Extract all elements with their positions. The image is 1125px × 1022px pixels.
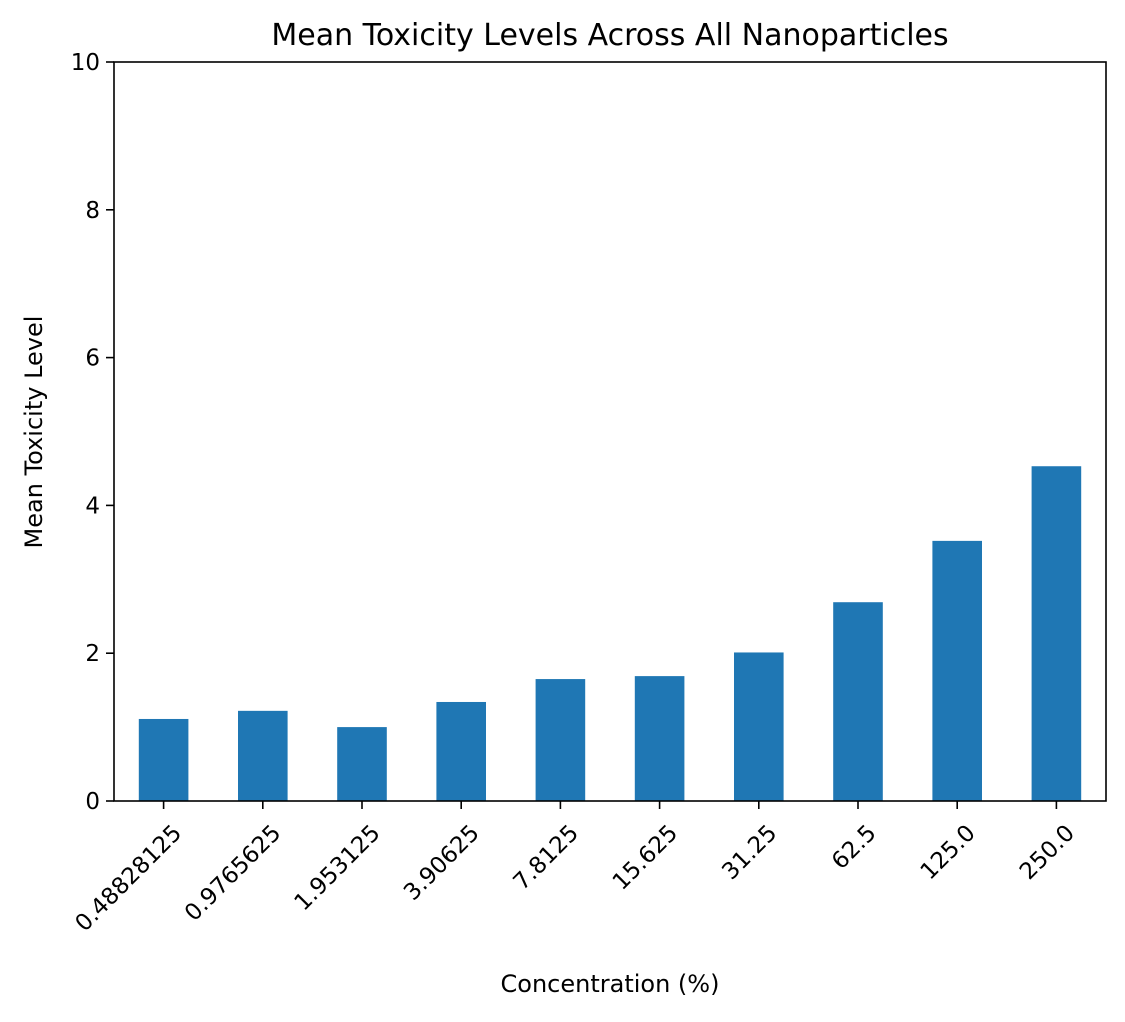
y-tick-label: 10 (71, 50, 100, 76)
bar (634, 676, 685, 801)
x-tick-label: 250.0 (1015, 820, 1080, 885)
x-tick-label: 125.0 (916, 820, 981, 885)
x-tick-label: 7.8125 (509, 820, 584, 895)
y-tick-label: 2 (85, 641, 100, 667)
plot-frame (113, 61, 1107, 802)
x-tick-label: 62.5 (827, 820, 882, 875)
y-tick-label: 8 (85, 198, 100, 224)
bar (238, 710, 288, 801)
chart-title: Mean Toxicity Levels Across All Nanopart… (271, 18, 948, 53)
bar (337, 727, 387, 801)
bar (138, 718, 189, 801)
y-axis-label: Mean Toxicity Level (20, 316, 48, 549)
x-tick-label: 31.25 (717, 820, 782, 885)
bar (1031, 466, 1082, 801)
x-axis-label: Concentration (%) (501, 970, 720, 998)
bar (535, 679, 586, 801)
bar (833, 602, 883, 801)
y-tick-label: 4 (85, 493, 100, 519)
y-axis-ticks: 0 2 4 6 8 10 (71, 50, 114, 815)
x-tick-label: 15.625 (608, 820, 683, 895)
bar (734, 652, 784, 801)
bars-group (138, 466, 1082, 801)
bar (932, 540, 982, 801)
x-tick-label: 1.953125 (290, 820, 386, 916)
bar (436, 701, 486, 801)
y-tick-label: 6 (85, 346, 100, 372)
x-tick-label: 3.90625 (399, 820, 485, 906)
x-tick-label: 0.48828125 (70, 820, 187, 937)
y-tick-label: 0 (85, 789, 100, 815)
x-tick-label: 0.9765625 (180, 820, 286, 926)
